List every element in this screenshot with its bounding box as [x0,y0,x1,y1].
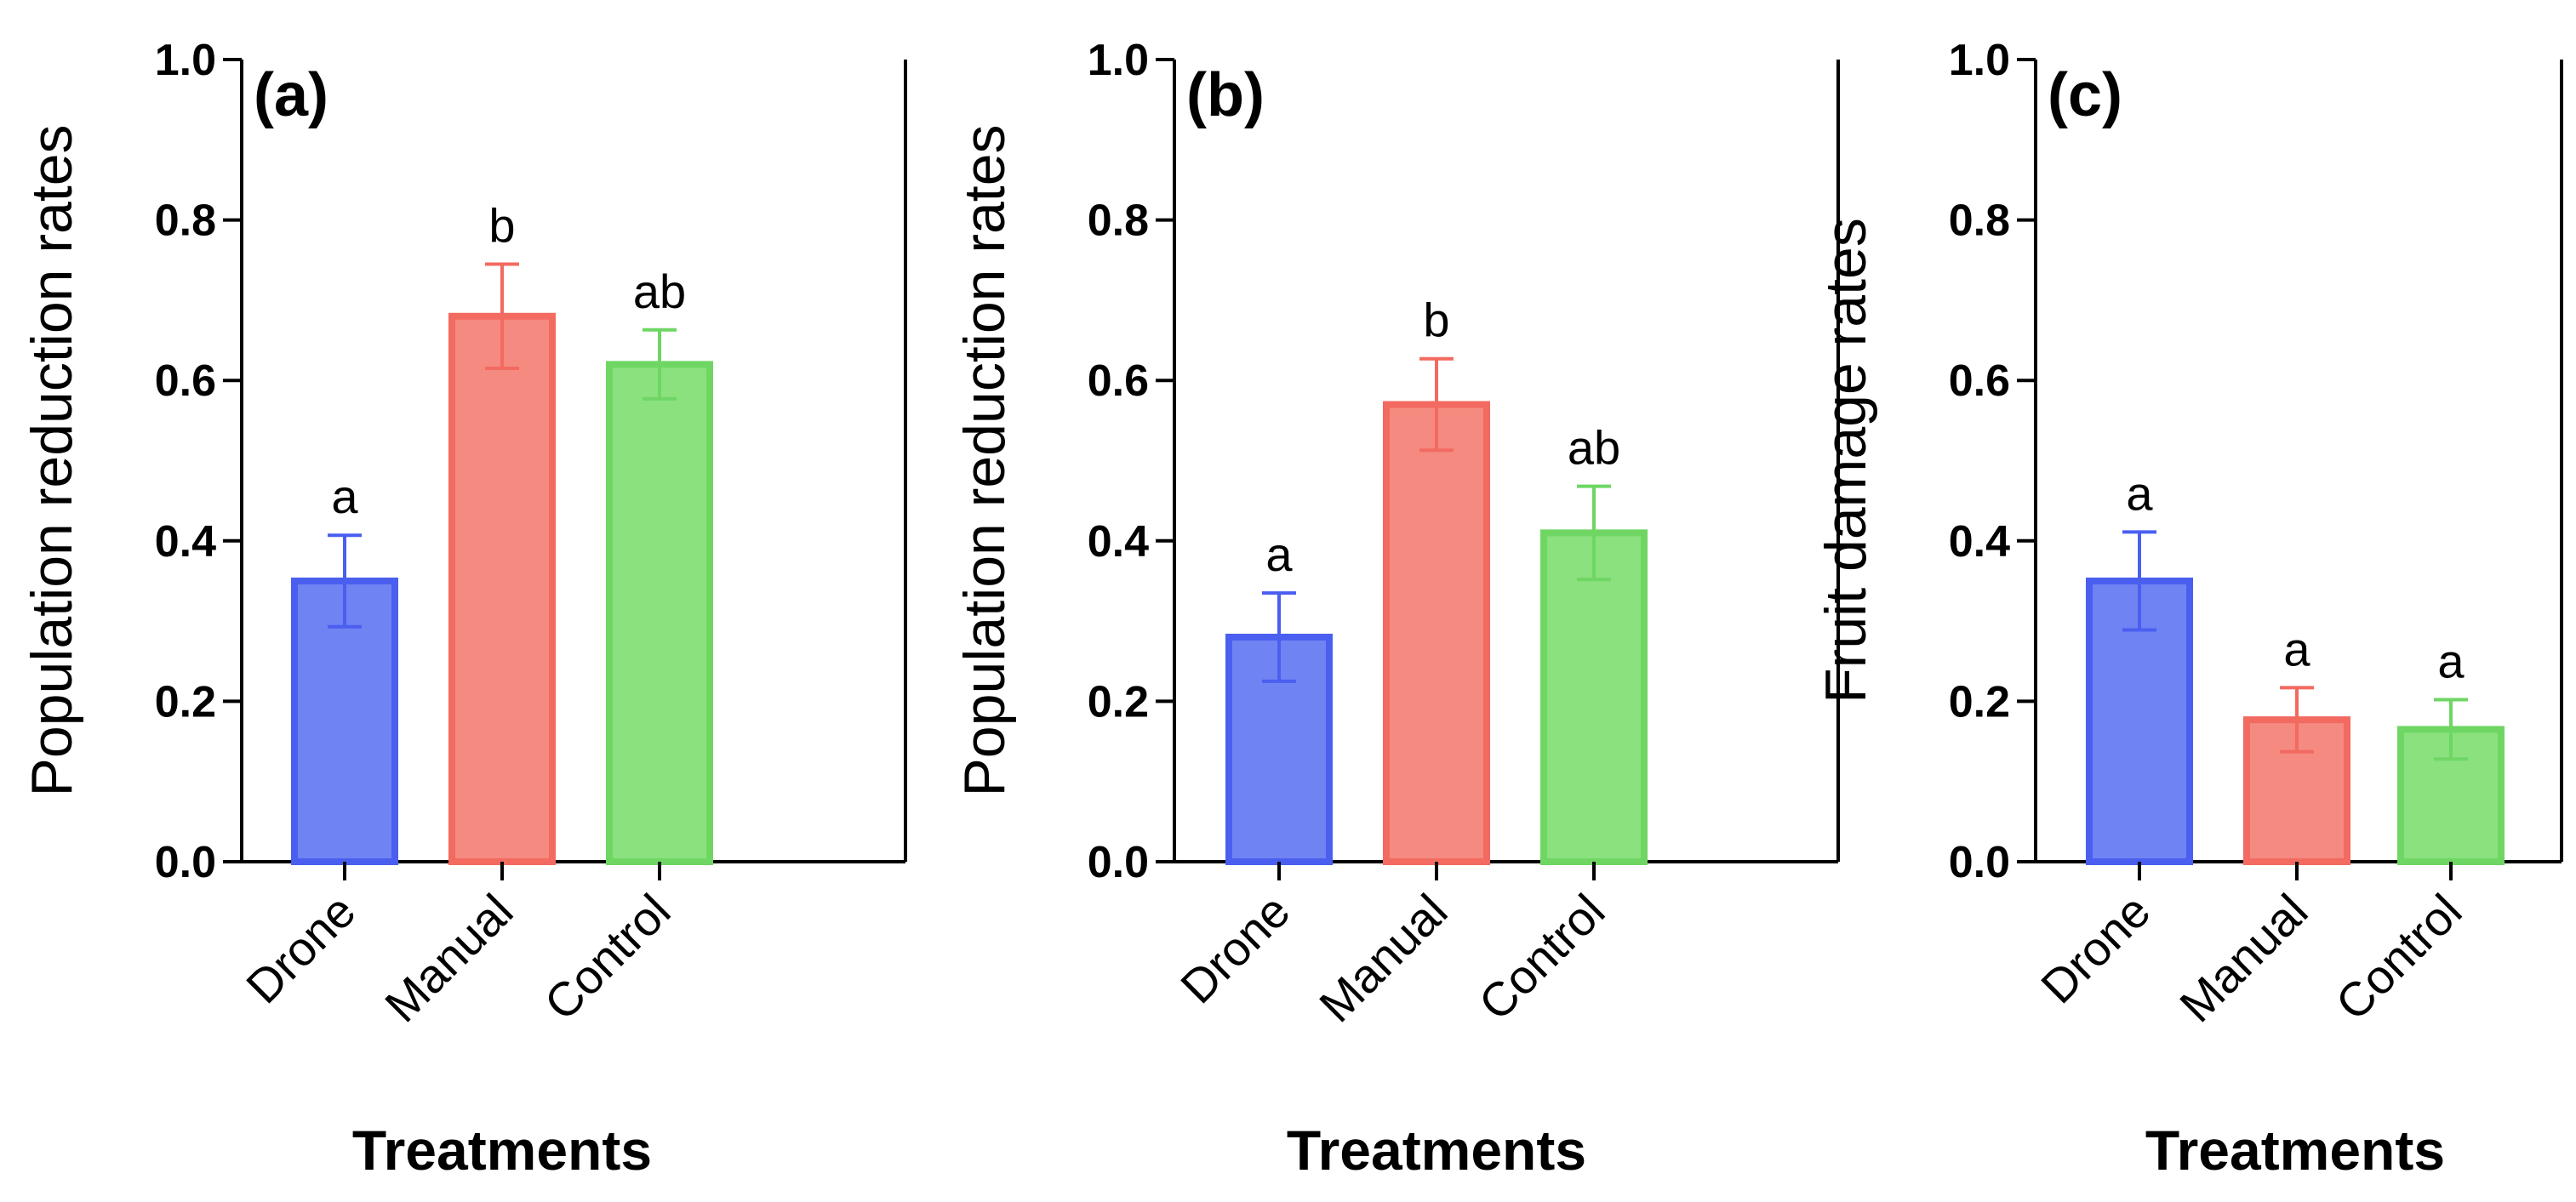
error-bar-drone [328,533,362,629]
y-tick-label: 1.0 [155,36,216,85]
significance-label: a [2437,635,2465,688]
y-tick-label: 0.6 [155,356,216,406]
y-tick-label: 0.6 [1088,356,1149,406]
x-axis-label: Treatments [2145,1119,2445,1182]
y-tick-label: 0.8 [1088,197,1149,246]
bar-control [1540,529,1648,865]
x-tick-label: Drone [1170,884,1299,1013]
x-tick-label: Control [1468,884,1614,1030]
y-tick-label: 0.2 [1088,677,1149,726]
significance-label: b [1423,293,1449,347]
y-tick-label: 0.0 [155,838,216,887]
x-tick-label: Drone [236,884,365,1013]
significance-label: a [2283,622,2310,675]
significance-label: a [2126,466,2153,520]
y-tick-label: 0.8 [1949,197,2010,246]
bar-control [606,361,713,865]
significance-label: ab [1568,421,1620,475]
significance-label: b [488,198,515,252]
panel-label: (b) [1186,61,1265,129]
y-tick-label: 0.0 [1088,838,1149,887]
y-axis-label: Population reduction rates [952,124,1017,796]
bar-manual [448,312,556,865]
error-bar-manual [485,262,519,371]
significance-label: a [331,470,358,523]
y-tick-label: 0.8 [155,197,216,246]
x-axis-label: Treatments [352,1119,652,1182]
y-tick-label: 1.0 [1949,36,2010,85]
x-tick-label: Manual [374,884,523,1032]
significance-label: a [1265,527,1293,581]
y-tick-label: 0.4 [1949,517,2010,567]
error-bar-control [2434,698,2468,761]
chart-panel-1: 0.0 0.2 0.4 0.6 0.8 1.0 Population reduction r… [20,36,907,1182]
chart-panel-2: 0.0 0.2 0.4 0.6 0.8 1.0 Population reduction r… [952,36,1840,1182]
error-bar-drone [2122,530,2156,632]
y-tick-label: 0.2 [155,677,216,726]
y-axis-label: Fruit damage rates [1813,218,1878,704]
error-bar-manual [2280,686,2314,754]
x-tick-label: Manual [1309,884,1457,1032]
panel-label: (a) [254,61,328,129]
y-tick-label: 0.2 [1949,677,2010,726]
y-tick-label: 0.6 [1949,356,2010,406]
error-bar-drone [1262,591,1296,683]
x-axis-label: Treatments [1287,1119,1586,1182]
error-bar-control [643,328,677,401]
y-tick-label: 0.4 [1088,517,1149,567]
x-tick-label: Drone [2031,884,2160,1013]
error-bar-control [1577,484,1611,582]
significance-label: ab [633,265,686,318]
panel-label: (c) [2048,61,2122,129]
error-bar-manual [1419,356,1454,453]
y-tick-label: 0.4 [155,517,216,567]
y-tick-label: 1.0 [1088,36,1149,85]
x-tick-label: Control [2325,884,2471,1030]
x-tick-label: Manual [2169,884,2317,1032]
y-tick-label: 0.0 [1949,838,2010,887]
y-axis-label: Population reduction rates [20,124,84,796]
chart-panel-3: 0.0 0.2 0.4 0.6 0.8 1.0 Fruit damage rates (c) a… [1813,36,2563,1182]
bar-manual [1383,401,1490,865]
x-tick-label: Control [534,884,680,1030]
